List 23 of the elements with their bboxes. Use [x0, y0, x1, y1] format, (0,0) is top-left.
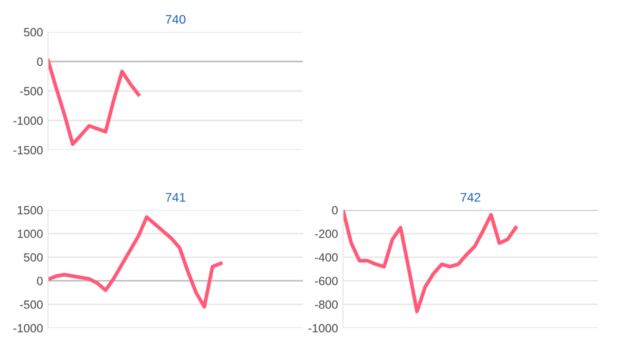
y-tick-label: 500 — [24, 253, 43, 262]
y-tick-label: 0 — [37, 276, 43, 286]
line-series — [343, 210, 518, 314]
y-tick-label: 0 — [37, 58, 43, 66]
chart-title: 742 — [460, 192, 480, 202]
chart-title: 741 — [166, 193, 186, 202]
y-tick-label: -500 — [20, 87, 43, 96]
y-tick-label: -1000 — [13, 116, 43, 125]
y-tick-label: -400 — [315, 253, 338, 262]
y-tick-label: 500 — [24, 28, 43, 36]
chart-title: 740 — [166, 14, 186, 24]
y-tick-label: -200 — [315, 230, 338, 238]
y-tick-label: -500 — [20, 300, 43, 309]
line-series — [48, 58, 140, 146]
y-tick-label: -1000 — [13, 324, 43, 332]
y-tick-label: 1500 — [18, 206, 43, 214]
y-tick-label: -1000 — [308, 324, 338, 332]
line-series — [48, 215, 223, 309]
y-tick-label: -1500 — [13, 146, 43, 154]
y-tick-label: -800 — [315, 300, 338, 309]
y-tick-label: -600 — [315, 276, 338, 286]
y-tick-label: 1000 — [18, 230, 43, 238]
y-tick-label: 0 — [332, 206, 338, 214]
